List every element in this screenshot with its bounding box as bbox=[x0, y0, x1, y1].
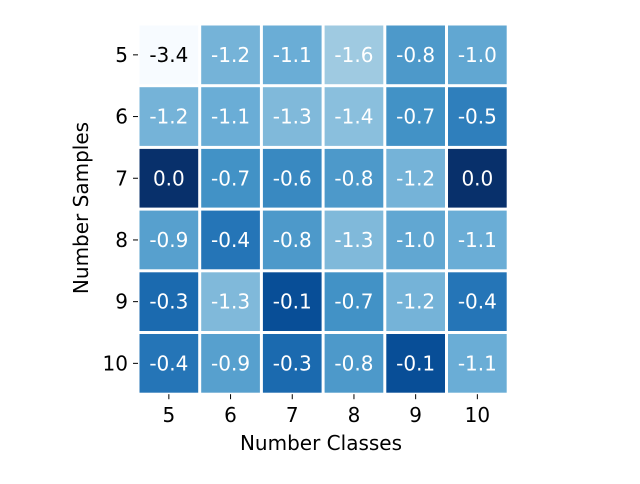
heatmap-cell-r5-c6 bbox=[448, 272, 507, 331]
x-axis-label: Number Classes bbox=[240, 431, 402, 455]
cell-value-label-r3-c1: 0.0 bbox=[153, 166, 185, 190]
heatmap-cell-r6-c6 bbox=[448, 334, 507, 393]
heatmap-cell-r2-c5 bbox=[386, 87, 445, 146]
heatmap-cell-r6-c3 bbox=[262, 334, 322, 393]
cell-value-label-r1-c1: -3.4 bbox=[149, 43, 188, 67]
y-tick-label-7: 7 bbox=[115, 166, 128, 190]
heatmap-cell-r5-c5 bbox=[386, 272, 445, 331]
heatmap-cell-r6-c4 bbox=[324, 334, 384, 393]
cell-value-label-r5-c2: -1.3 bbox=[211, 290, 250, 314]
cell-value-label-r6-c6: -1.1 bbox=[458, 351, 497, 375]
y-axis-ticks: 5 6 7 8 9 10 bbox=[103, 43, 138, 375]
y-tick-label-9: 9 bbox=[115, 290, 128, 314]
cell-value-label-r2-c6: -0.5 bbox=[458, 105, 497, 129]
heatmap-cell-r3-c3 bbox=[262, 148, 322, 208]
cell-value-label-r2-c1: -1.2 bbox=[149, 105, 188, 129]
cell-value-label-r4-c5: -1.0 bbox=[396, 228, 435, 252]
heatmap-cell-r5-c1 bbox=[139, 272, 199, 331]
cell-value-label-r6-c5: -0.1 bbox=[396, 351, 435, 375]
cell-value-label-r6-c3: -0.3 bbox=[273, 351, 312, 375]
heatmap-cell-r1-c5 bbox=[386, 25, 445, 85]
heatmap-cell-r1-c4 bbox=[324, 25, 384, 85]
y-axis-label: Number Samples bbox=[69, 122, 93, 294]
heatmap-cell-r5-c2 bbox=[201, 272, 260, 331]
heatmap-cell-r5-c4 bbox=[324, 272, 384, 331]
heatmap-cell-r1-c2 bbox=[201, 25, 260, 85]
cell-value-label-r4-c6: -1.1 bbox=[458, 228, 497, 252]
heatmap-cell-r2-c3 bbox=[262, 87, 322, 146]
cell-value-label-r3-c4: -0.8 bbox=[334, 166, 373, 190]
cell-value-label-r4-c2: -0.4 bbox=[211, 228, 250, 252]
heatmap-cell-r1-c1 bbox=[139, 25, 199, 85]
heatmap-cell-r4-c4 bbox=[324, 210, 384, 270]
heatmap-cell-r1-c6 bbox=[448, 25, 507, 85]
cell-value-label-r5-c1: -0.3 bbox=[149, 290, 188, 314]
cell-value-label-r5-c6: -0.4 bbox=[458, 290, 497, 314]
cell-value-label-r2-c4: -1.4 bbox=[334, 105, 373, 129]
cell-value-label-r5-c4: -0.7 bbox=[334, 290, 373, 314]
cell-value-label-r1-c5: -0.8 bbox=[396, 43, 435, 67]
cell-value-label-r5-c3: -0.1 bbox=[273, 290, 312, 314]
heatmap-cell-r6-c5 bbox=[386, 334, 445, 393]
x-tick-label-8: 8 bbox=[348, 403, 361, 427]
cell-value-label-r4-c1: -0.9 bbox=[149, 228, 188, 252]
cell-value-label-r4-c3: -0.8 bbox=[273, 228, 312, 252]
cell-value-label-r6-c1: -0.4 bbox=[149, 351, 188, 375]
heatmap-cell-r3-c2 bbox=[201, 148, 260, 208]
heatmap-cell-r3-c5 bbox=[386, 148, 445, 208]
x-tick-label-7: 7 bbox=[286, 403, 299, 427]
heatmap-cell-r4-c1 bbox=[139, 210, 199, 270]
cell-value-label-r1-c3: -1.1 bbox=[273, 43, 312, 67]
heatmap-cell-r5-c3 bbox=[262, 272, 322, 331]
heatmap-cell-r4-c3 bbox=[262, 210, 322, 270]
heatmap-cell-r2-c4 bbox=[324, 87, 384, 146]
x-axis-ticks: 5 6 7 8 9 10 bbox=[162, 394, 490, 427]
cell-value-label-r1-c2: -1.2 bbox=[211, 43, 250, 67]
heatmap-cell-r4-c6 bbox=[448, 210, 507, 270]
heatmap-cell-r3-c6 bbox=[448, 148, 507, 208]
cell-value-label-r5-c5: -1.2 bbox=[396, 290, 435, 314]
heatmap-cell-r1-c3 bbox=[262, 25, 322, 85]
cell-value-label-r3-c2: -0.7 bbox=[211, 166, 250, 190]
cell-value-label-r4-c4: -1.3 bbox=[334, 228, 373, 252]
heatmap-cell-r2-c1 bbox=[139, 87, 199, 146]
heatmap-cell-r3-c4 bbox=[324, 148, 384, 208]
x-tick-label-9: 9 bbox=[409, 403, 422, 427]
cell-value-label-r2-c5: -0.7 bbox=[396, 105, 435, 129]
heatmap-cell-r3-c1 bbox=[139, 148, 199, 208]
heatmap-cell-r6-c1 bbox=[139, 334, 199, 393]
heatmap-cell-r2-c6 bbox=[448, 87, 507, 146]
heatmap-cell-labels: -3.4 -1.2 -1.1 -1.6 -0.8 -1.0 -1.2 -1.1 -1.3 -1.4… bbox=[149, 43, 497, 376]
heatmap-cells bbox=[139, 25, 507, 393]
cell-value-label-r6-c4: -0.8 bbox=[334, 351, 373, 375]
cell-value-label-r2-c2: -1.1 bbox=[211, 105, 250, 129]
cell-value-label-r1-c6: -1.0 bbox=[458, 43, 497, 67]
cell-value-label-r1-c4: -1.6 bbox=[334, 43, 373, 67]
x-tick-label-6: 6 bbox=[224, 403, 237, 427]
x-tick-label-5: 5 bbox=[162, 403, 175, 427]
heatmap-cell-r2-c2 bbox=[201, 87, 260, 146]
cell-value-label-r3-c3: -0.6 bbox=[273, 166, 312, 190]
y-tick-label-8: 8 bbox=[115, 228, 128, 252]
cell-value-label-r3-c6: 0.0 bbox=[461, 166, 493, 190]
y-tick-label-6: 6 bbox=[115, 105, 128, 129]
y-tick-label-5: 5 bbox=[115, 43, 128, 67]
cell-value-label-r2-c3: -1.3 bbox=[273, 105, 312, 129]
y-tick-label-10: 10 bbox=[103, 351, 128, 375]
heatmap-cell-r6-c2 bbox=[201, 334, 260, 393]
cell-value-label-r6-c2: -0.9 bbox=[211, 351, 250, 375]
heatmap-cell-r4-c2 bbox=[201, 210, 260, 270]
cell-value-label-r3-c5: -1.2 bbox=[396, 166, 435, 190]
x-tick-label-10: 10 bbox=[465, 403, 490, 427]
heatmap-cell-r4-c5 bbox=[386, 210, 445, 270]
